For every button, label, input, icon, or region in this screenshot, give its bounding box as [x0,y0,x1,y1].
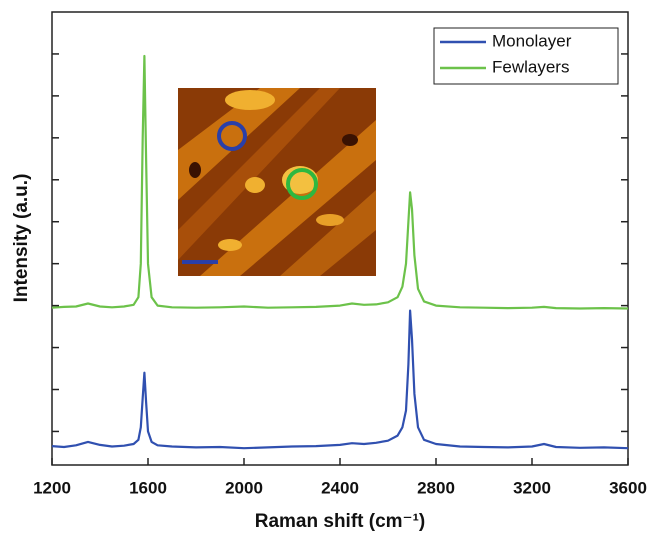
x-tick-label: 2000 [225,478,263,497]
x-tick-label: 2800 [417,478,455,497]
series-line [52,311,628,449]
x-axis-label: Raman shift (cm⁻¹) [255,511,426,532]
x-tick-label: 1200 [33,478,71,497]
legend-label: Monolayer [492,31,572,50]
x-tick-label: 3200 [513,478,551,497]
legend-label: Fewlayers [492,57,569,76]
x-tick-label: 1600 [129,478,167,497]
y-axis-label: Intensity (a.u.) [11,174,32,303]
inset-image [178,88,376,276]
x-tick-label: 2400 [321,478,359,497]
x-tick-label: 3600 [609,478,647,497]
chart: Raman shift (cm⁻¹) Intensity (a.u.) 1200… [0,0,657,537]
